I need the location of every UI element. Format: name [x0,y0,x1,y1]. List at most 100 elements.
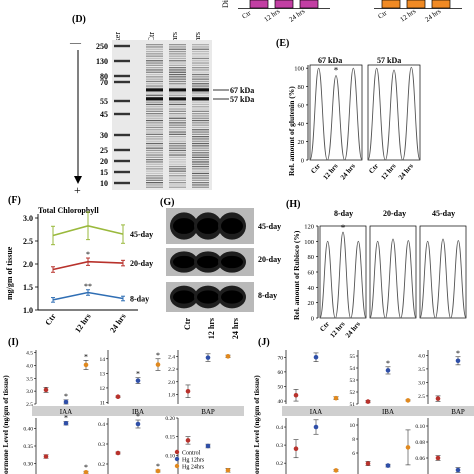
d-marker-label-130: 130 [96,57,108,66]
panel-i-label: (I) [8,337,19,348]
i-ytick-label: 0.2 [98,462,105,468]
j-ytick-label: 2.5 [418,394,425,400]
j-point [405,398,411,403]
d-lane-band [169,62,186,64]
j-annotation: * [456,349,460,358]
d-lane-band [146,179,163,181]
h-ytick-label: 60 [308,270,315,277]
j-strip-label-iaa: IAA [310,408,322,416]
d-lane-band [146,138,163,140]
j-ytick-label: 51 [350,402,356,408]
g-lane-ctr: Ctr [183,318,192,330]
j-point [435,396,441,401]
d-lane-band [146,115,163,117]
d-marker-band-55 [114,99,130,103]
f-annotation: ** [84,282,92,291]
d-lane-band [169,67,186,69]
j-ytick-label: 3.5 [418,367,425,373]
d-lane-band [146,103,163,106]
i-ytick-label: 13 [100,371,106,377]
d-band-67kda-lane [192,88,209,92]
d-lane-band [192,175,209,177]
d-lane-band [169,179,186,181]
g-blot-band-core [197,290,219,304]
f-xtick-label: 24 hrs [108,312,127,334]
d-lane-band [146,182,163,184]
panel-i-ylabel: ormone Level (ng/gm of tissue) [1,375,10,474]
j-ytick-label: 0.2 [276,461,283,467]
h-ytick-label: 80 [308,254,315,261]
d-lane-band [146,106,163,108]
d-lane-band [146,177,163,179]
g-row-8: 8-day [258,291,277,300]
e-peak [309,67,328,161]
d-marker-band-25 [114,148,130,152]
i-point [225,467,231,473]
top-bar-magenta-2 [274,0,294,9]
d-lane-band [146,156,163,158]
j-strip-label-bap: BAP [451,408,465,416]
e-xtick-label: Ctr [309,162,322,175]
d-lane-band [169,161,186,163]
h-peak [350,240,367,319]
d-lane-band [169,154,186,156]
d-lane-band [146,64,163,66]
d-lane-band [146,122,163,124]
h-peak [319,240,336,319]
d-lane-band [146,67,163,69]
j-point [313,354,319,360]
e-ytick-label: 0 [301,158,304,165]
i-point [135,378,141,383]
j-ytick-label: 8 [352,437,355,443]
d-marker-band-130 [114,59,130,63]
d-lane-band [169,177,186,179]
d-lane-band [169,48,186,50]
d-lane-band [169,101,186,103]
d-lane-band [146,85,163,87]
d-lane-band [192,55,209,57]
j-ytick-label: 6 [352,451,355,457]
d-lane-band [192,184,209,186]
i-point [43,454,49,459]
d-marker-band-45 [114,112,130,116]
d-lane-band [169,55,186,57]
e-frame [367,64,421,161]
d-marker-band-250 [114,44,130,48]
d-lane-band [146,175,163,177]
d-lane-band [192,149,209,152]
i-point [83,362,89,368]
g-blot-band-core [221,218,243,234]
j-ytick-label: 0.06 [415,456,425,462]
d-lane-band [169,172,186,175]
d-lane-band [146,142,163,145]
d-lane-band [169,83,186,85]
d-lane-band [169,156,186,158]
j-ytick-label: 55 [350,354,356,360]
d-lane-band [169,186,186,188]
h-peak [334,231,352,319]
d-lane-band [192,145,209,147]
panel-j-label: (J) [258,337,270,348]
i-point [185,438,191,443]
top-tick-ctr-left: Ctr [241,9,253,21]
d-lane-band [146,186,163,188]
d-lane-band [192,177,209,179]
j-point [313,424,319,430]
d-lane-band [169,147,186,149]
d-marker-label-45: 45 [100,110,108,119]
h-peak [400,240,417,319]
h-frame [369,225,417,319]
h-peak [434,238,452,319]
j-point [293,446,299,452]
f-annotation: * [86,250,90,259]
d-lane-band [146,76,163,78]
d-lane-band [146,92,163,94]
d-lane-band [192,165,209,168]
d-lane-band [146,57,163,60]
legend-hg24-label: Hg 24hrs [182,465,205,471]
d-marker-label-25: 25 [100,146,108,155]
panel-g: (G) 45-day 20-day 8-day Ctr 12 hrs 24 hr… [160,197,281,339]
d-marker-label-70: 70 [100,78,108,87]
d-band-67kda-lane [169,88,186,92]
